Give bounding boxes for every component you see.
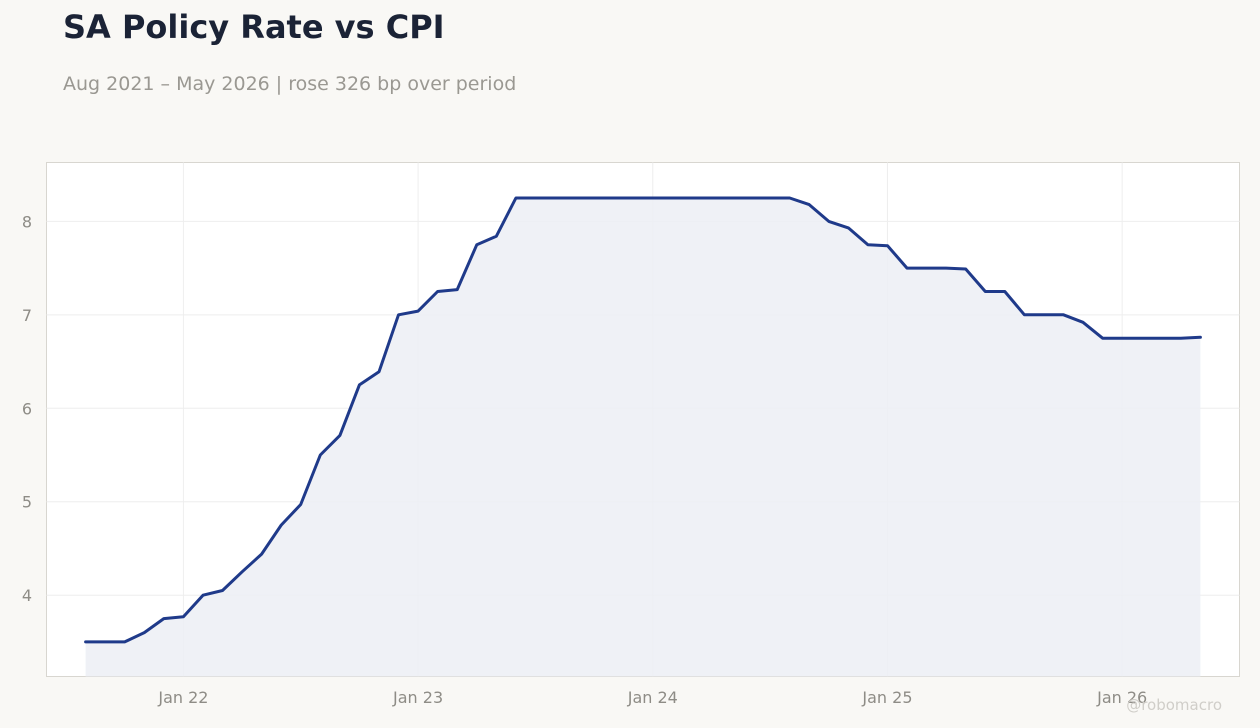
y-tick-label: 4 xyxy=(22,586,32,605)
y-tick-label: 8 xyxy=(22,212,32,231)
x-tick-label: Jan 24 xyxy=(627,688,678,707)
y-tick-label: 6 xyxy=(22,399,32,418)
watermark: @robomacro xyxy=(1126,696,1222,714)
x-tick-label: Jan 26 xyxy=(1096,688,1147,707)
y-axis-ticks: 4 5 6 7 8 xyxy=(22,212,32,605)
policy-rate-line xyxy=(84,196,1202,644)
y-tick-label: 7 xyxy=(22,306,32,325)
x-axis-ticks: Jan 22 Jan 23 Jan 24 Jan 25 Jan 26 xyxy=(157,688,1147,707)
x-tick-label: Jan 22 xyxy=(157,688,208,707)
area-fill xyxy=(85,198,1201,677)
x-tick-label: Jan 23 xyxy=(392,688,443,707)
y-tick-label: 5 xyxy=(22,493,32,512)
chart-subtitle: Aug 2021 – May 2026 | rose 326 bp over p… xyxy=(63,73,517,95)
x-tick-label: Jan 25 xyxy=(861,688,912,707)
chart-title: SA Policy Rate vs CPI xyxy=(63,8,445,46)
